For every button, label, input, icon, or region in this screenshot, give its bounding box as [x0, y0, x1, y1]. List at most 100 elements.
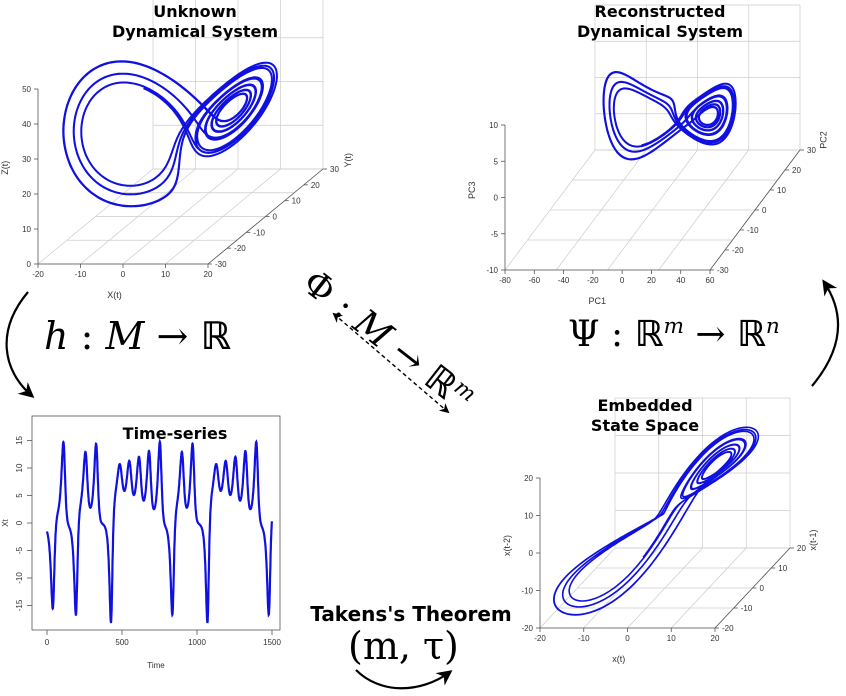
tl-x-axis-label: X(t) [107, 290, 122, 300]
psi-map-label: Ψ : ℝm → ℝn [568, 314, 780, 355]
curved-arrow-left-down-icon [5, 291, 35, 399]
embedded-space-axes [536, 477, 794, 632]
tr-floor-grid-line [658, 149, 750, 271]
time-series-y-tick-label: 5 [15, 493, 24, 498]
takens-params-label: (m, τ) [348, 624, 459, 668]
curved-arrow-right-up-icon [811, 279, 840, 387]
time-series-y-tick-label: 0 [15, 520, 24, 525]
embedded-space-title: Embedded State Space [560, 396, 730, 436]
tr-z-axis-label: PC3 [467, 181, 477, 199]
unknown-system-title-line2: Dynamical System [111, 22, 279, 41]
em-z-tick-label: 0 [529, 549, 534, 558]
h-arrow: → [156, 314, 189, 358]
tr-x-tick-label: 60 [706, 276, 715, 285]
tr-z-tick-label: -5 [491, 230, 499, 239]
em-x-tick-label: 0 [625, 634, 630, 643]
time-series-x-tick-label: 0 [45, 638, 50, 647]
tl-z-tick-label: 50 [22, 85, 31, 94]
tl-y-axis-label: Y(t) [343, 153, 353, 168]
h-colon: : [80, 314, 94, 358]
reconstructed-system-title: Reconstructed Dynamical System [545, 2, 775, 42]
tl-y-tick-label: -30 [215, 260, 227, 269]
tr-x-tick-label: -20 [587, 276, 599, 285]
em-z-tick-label: 20 [524, 474, 533, 483]
em-y-tick-label: 10 [778, 564, 787, 573]
psi-arrow: → [695, 314, 726, 355]
em-x-axis-label: x(t) [612, 654, 625, 664]
reconstructed-system-plot: -80 -60 -40 -20 0 20 40 60-30 -20 -10 0 10 20 30 -10 -5… [467, 4, 829, 306]
unknown-system-title-line1: Unknown [153, 2, 237, 21]
psi-domain-exponent: m [663, 314, 684, 339]
time-series-y-tick-label: -10 [15, 572, 24, 584]
em-floor-grid-line [670, 547, 747, 629]
embedded-space-title-line2: State Space [590, 416, 700, 435]
tr-x-tick-label: -60 [529, 276, 541, 285]
tr-y-tick-label: -30 [717, 266, 729, 275]
psi-codomain: ℝ [737, 314, 766, 355]
em-z-tick-label: 10 [524, 512, 533, 521]
tr-y-tick-label: -10 [747, 226, 759, 235]
em-x-tick-label: 10 [667, 634, 676, 643]
tl-y-tick-label: -20 [234, 244, 246, 253]
psi-symbol: Ψ [568, 314, 600, 355]
tl-z-tick-label: 40 [22, 120, 31, 129]
em-y-axis-label: x(t-1) [808, 530, 818, 551]
em-y-tick-label: 0 [760, 584, 765, 593]
time-series-title: Time-series [122, 424, 228, 443]
unknown-system-trajectory [62, 60, 278, 208]
embedded-space-plot: -20 -10 0 10 20-20-1001020-20-1001020x(t)x(t… [502, 397, 818, 664]
h-codomain: ℝ [200, 314, 231, 358]
time-series-x-tick-label: 500 [115, 638, 129, 647]
tl-z-tick-label: 10 [22, 225, 31, 234]
tr-z-tick-label: -10 [486, 266, 498, 275]
tl-x-tick-label: 0 [121, 270, 126, 279]
embedded-space-trajectory [552, 426, 760, 616]
h-map-label: h : M → ℝ [44, 314, 231, 358]
time-series-x-tick-label: 1500 [263, 638, 281, 647]
time-series-y-tick-label: 10 [15, 463, 24, 472]
time-series-y-tick-label: -15 [15, 599, 24, 611]
tl-x-tick-label: -20 [32, 270, 44, 279]
unknown-system-axes [34, 88, 327, 268]
reconstructed-system-title-line1: Reconstructed [594, 2, 726, 21]
h-domain: M [105, 314, 145, 358]
tl-y-tick-label: 30 [330, 165, 339, 174]
unknown-system-tick-labels: -20 -10 0 10 20-30-20-10010203001020304050X(… [0, 85, 353, 300]
em-x-tick-label: -10 [578, 634, 590, 643]
tr-y-tick-label: 20 [792, 166, 801, 175]
tr-x-tick-label: 20 [647, 276, 656, 285]
time-series-y-tick-label: -5 [15, 546, 24, 554]
reconstructed-system-title-line2: Dynamical System [576, 22, 744, 41]
tl-x-tick-label: -10 [75, 270, 87, 279]
tr-x-tick-label: -80 [499, 276, 511, 285]
time-series-tick-labels: 0 500 1000 1500 -15 -10 -5 0 5 10 15 Time Xt [1, 436, 281, 670]
em-x-tick-label: 20 [711, 634, 720, 643]
tl-z-tick-label: 0 [27, 260, 32, 269]
tr-y-tick-label: 0 [762, 206, 767, 215]
reconstructed-system-trajectory [602, 70, 737, 161]
tr-y-tick-label: 10 [777, 186, 786, 195]
tr-y-tick-label: -20 [732, 246, 744, 255]
time-series-y-tick-label: 15 [15, 436, 24, 445]
tr-x-tick-label: 0 [620, 276, 625, 285]
psi-codomain-exponent: n [765, 314, 780, 339]
tl-z-tick-label: 20 [22, 190, 31, 199]
tr-x-tick-label: 40 [676, 276, 685, 285]
takens-theorem-title: Takens's Theorem [310, 602, 512, 626]
unknown-system-title: Unknown Dynamical System [80, 2, 310, 42]
tr-y-tick-label: 30 [807, 146, 816, 155]
tl-y-tick-label: 10 [292, 197, 301, 206]
embedded-space-title-line1: Embedded [597, 396, 693, 415]
tl-y-tick-label: 0 [273, 213, 278, 222]
reconstructed-system-tick-labels: -80 -60 -40 -20 0 20 40 60-30 -20 -10 0 10 20 30 -10 -5… [467, 121, 829, 306]
reconstructed-system-axes [501, 124, 804, 274]
psi-domain: ℝ [634, 314, 664, 355]
time-series-ticks [27, 440, 273, 635]
tl-y-tick-label: -10 [253, 228, 265, 237]
tl-floor-grid-line [165, 168, 281, 265]
tl-y-tick-label: 20 [311, 181, 320, 190]
em-z-axis-label: x(t-2) [502, 535, 512, 556]
tr-z-tick-label: 5 [494, 157, 499, 166]
tr-x-tick-label: -40 [558, 276, 570, 285]
